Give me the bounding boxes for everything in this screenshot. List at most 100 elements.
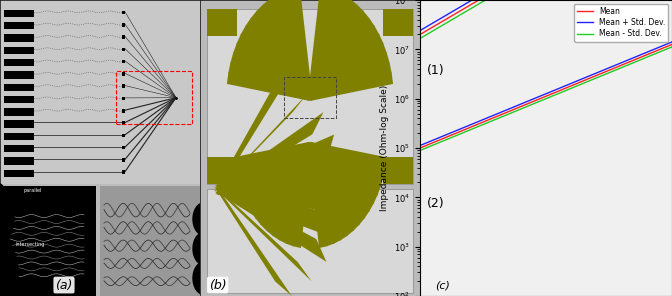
Polygon shape <box>214 94 307 193</box>
Bar <box>122 48 125 51</box>
Polygon shape <box>251 11 312 100</box>
Bar <box>4 59 34 66</box>
Bar <box>0 0 200 184</box>
Bar <box>4 170 34 177</box>
Polygon shape <box>309 142 384 187</box>
Polygon shape <box>309 62 392 101</box>
Polygon shape <box>308 0 329 98</box>
Bar <box>122 158 125 162</box>
Bar <box>206 9 413 184</box>
Bar <box>206 189 413 293</box>
Bar <box>122 35 125 39</box>
Text: (a): (a) <box>55 279 73 292</box>
Polygon shape <box>256 4 312 100</box>
Bar <box>4 10 34 17</box>
Polygon shape <box>308 4 364 100</box>
Polygon shape <box>237 34 311 100</box>
Bar <box>122 72 125 76</box>
Text: intersecting: intersecting <box>16 242 46 247</box>
Polygon shape <box>214 80 287 192</box>
Bar <box>4 96 34 103</box>
Bar <box>0 186 96 296</box>
Bar <box>382 157 413 184</box>
Polygon shape <box>217 160 339 195</box>
Polygon shape <box>255 143 312 226</box>
Polygon shape <box>216 135 334 194</box>
Bar <box>4 83 34 91</box>
Polygon shape <box>309 142 381 196</box>
Polygon shape <box>235 142 310 178</box>
Polygon shape <box>250 143 312 219</box>
Polygon shape <box>308 18 375 100</box>
Polygon shape <box>308 142 378 204</box>
Polygon shape <box>292 144 312 248</box>
Bar <box>122 109 125 112</box>
Bar <box>4 145 34 152</box>
Polygon shape <box>308 144 328 248</box>
Circle shape <box>193 232 215 265</box>
Bar <box>4 120 34 128</box>
Polygon shape <box>291 0 312 98</box>
Polygon shape <box>216 184 336 239</box>
Polygon shape <box>308 144 348 241</box>
Polygon shape <box>308 144 335 247</box>
Polygon shape <box>308 0 358 99</box>
Polygon shape <box>246 142 311 212</box>
Polygon shape <box>308 0 337 99</box>
Polygon shape <box>233 43 311 101</box>
Polygon shape <box>310 142 386 169</box>
Polygon shape <box>260 143 312 231</box>
Polygon shape <box>308 143 360 231</box>
Bar <box>122 97 125 100</box>
Bar <box>382 9 413 36</box>
Text: (b): (b) <box>209 279 226 292</box>
Bar <box>122 170 125 174</box>
Bar <box>122 60 125 63</box>
Polygon shape <box>239 142 311 196</box>
Polygon shape <box>308 0 343 99</box>
Y-axis label: Impedance (Ohm-log Scale): Impedance (Ohm-log Scale) <box>380 85 388 211</box>
Polygon shape <box>215 186 312 281</box>
Polygon shape <box>308 34 384 100</box>
Polygon shape <box>309 142 386 178</box>
Polygon shape <box>284 0 312 99</box>
Polygon shape <box>242 142 311 204</box>
Polygon shape <box>309 43 387 101</box>
Bar <box>116 71 192 124</box>
Text: (c): (c) <box>435 280 450 290</box>
Polygon shape <box>309 52 390 101</box>
Polygon shape <box>216 112 323 194</box>
Bar <box>4 22 34 30</box>
Bar <box>206 157 237 184</box>
Polygon shape <box>237 142 311 187</box>
Circle shape <box>193 203 215 235</box>
Circle shape <box>193 262 215 295</box>
Text: (1): (1) <box>427 64 444 77</box>
Polygon shape <box>245 18 312 100</box>
Text: (2): (2) <box>427 197 444 210</box>
Bar <box>122 146 125 149</box>
Bar <box>100 186 200 296</box>
Polygon shape <box>272 144 312 241</box>
Bar <box>4 47 34 54</box>
Polygon shape <box>279 144 312 244</box>
Bar <box>122 84 125 88</box>
Bar <box>122 133 125 137</box>
Polygon shape <box>228 62 310 101</box>
Polygon shape <box>310 73 393 101</box>
Polygon shape <box>308 25 380 100</box>
Bar <box>4 108 34 115</box>
Polygon shape <box>308 143 365 226</box>
Polygon shape <box>308 144 341 244</box>
Polygon shape <box>308 142 374 212</box>
Polygon shape <box>308 143 354 237</box>
Text: parallel: parallel <box>24 188 42 193</box>
Polygon shape <box>214 186 292 296</box>
Polygon shape <box>241 25 311 100</box>
Bar <box>122 121 125 125</box>
Bar <box>4 71 34 79</box>
Polygon shape <box>308 0 351 99</box>
Polygon shape <box>217 184 339 213</box>
Polygon shape <box>233 142 310 169</box>
Bar <box>122 11 125 14</box>
